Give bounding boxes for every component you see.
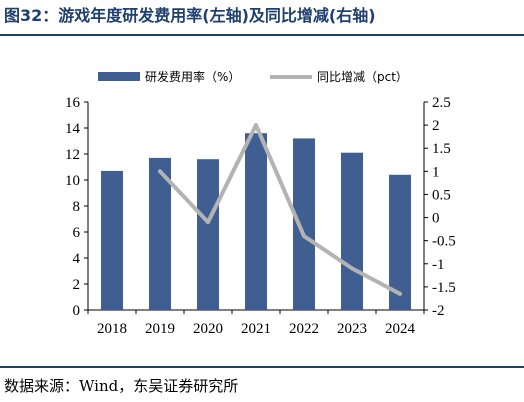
x-tick-label: 2024 <box>385 321 416 337</box>
y-right-tick-label: 2.5 <box>432 95 451 111</box>
line-series <box>158 123 402 296</box>
line-point-2022 <box>302 234 306 239</box>
y-right-tick-label: 0 <box>432 211 440 227</box>
bar-series <box>101 133 411 310</box>
bar-2018 <box>101 170 123 310</box>
bar-2021 <box>245 133 267 310</box>
bar-2024 <box>389 174 411 310</box>
y-right-tick-label: 0.5 <box>432 187 451 203</box>
source-rule <box>0 366 524 368</box>
legend-bar-swatch <box>98 72 140 81</box>
line-point-2024 <box>398 291 402 296</box>
chart-title: 图32：游戏年度研发费用率(左轴)及同比增减(右轴) <box>4 6 376 25</box>
y-right-tick-label: 1.5 <box>432 141 451 157</box>
y-left-tick-label: 16 <box>65 95 81 111</box>
legend-line-label: 同比增减（pct） <box>317 70 408 84</box>
y-right-tick-label: -0.5 <box>432 234 456 250</box>
line-point-2020 <box>206 220 210 225</box>
y-left-tick-label: 2 <box>73 277 81 293</box>
x-tick-label: 2022 <box>289 321 319 337</box>
y-right-tick-label: -2 <box>432 303 445 319</box>
line-point-2023 <box>350 266 354 271</box>
legend-bar-label: 研发费用率（%） <box>145 69 240 84</box>
chart: 研发费用率（%） 同比增减（pct） 0246810121416-2-1.5-1… <box>65 69 456 337</box>
y-left-tick-label: 12 <box>65 147 80 163</box>
axes: 0 2 4 6 8 10 12 14 16 -2 -1.5 -1 -0.5 0 0.5 1 1.5 2 2.5 201… <box>65 95 456 337</box>
bar-2023 <box>341 152 363 310</box>
bar-2020 <box>197 159 219 310</box>
y-left-tick-label: 6 <box>73 225 81 241</box>
x-tick-label: 2019 <box>145 321 175 337</box>
y-left-tick-label: 0 <box>73 303 81 319</box>
y-right-tick-label: -1 <box>432 257 445 273</box>
y-left-tick-label: 8 <box>73 199 81 215</box>
x-tick-label: 2023 <box>337 321 367 337</box>
y-left-tick-label: 4 <box>73 251 81 267</box>
line-point-2021 <box>254 123 258 128</box>
x-tick-label: 2020 <box>193 321 223 337</box>
legend: 研发费用率（%） 同比增减（pct） <box>98 69 408 84</box>
title-rule <box>0 34 524 36</box>
x-tick-label: 2021 <box>241 321 271 337</box>
y-right-tick-label: 2 <box>432 118 440 134</box>
bar-2022 <box>293 138 315 310</box>
y-right-tick-label: 1 <box>432 164 440 180</box>
line-point-2019 <box>158 169 162 174</box>
line-path <box>158 123 402 296</box>
y-left-tick-label: 14 <box>65 121 81 137</box>
bar-2019 <box>149 157 171 310</box>
y-right-tick-label: -1.5 <box>432 280 456 296</box>
source-note: 数据来源：Wind，东吴证券研究所 <box>4 377 239 395</box>
y-left-tick-label: 10 <box>65 173 80 189</box>
x-tick-label: 2018 <box>97 321 127 337</box>
